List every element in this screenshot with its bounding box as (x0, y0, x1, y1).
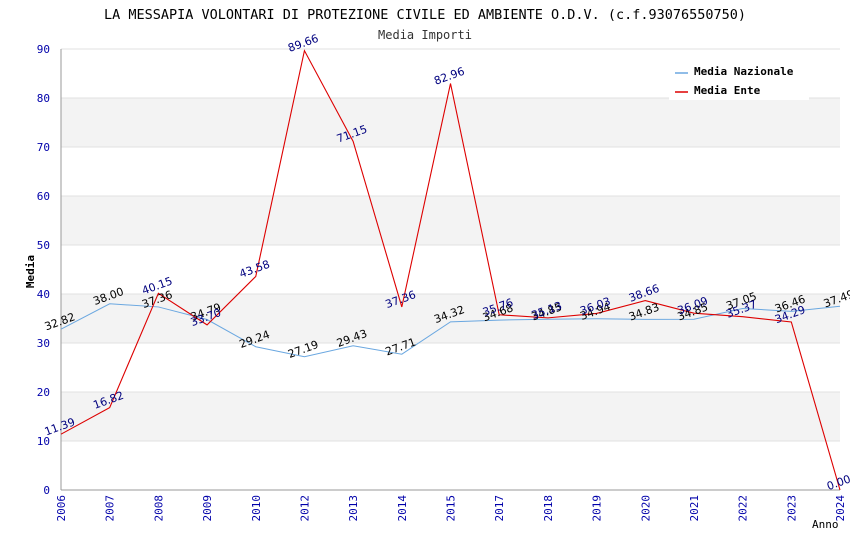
series-line-media-ente (60, 49, 841, 491)
y-tick-label: 70 (37, 141, 50, 154)
x-tick-label: 2023 (785, 495, 798, 522)
y-axis-label: Media (24, 255, 37, 288)
legend: Media Nazionale Media Ente (669, 60, 809, 100)
x-tick-label: 2012 (298, 495, 311, 522)
y-tick-label: 90 (37, 43, 50, 56)
x-tick-label: 2020 (639, 495, 652, 522)
x-tick-label: 2018 (542, 495, 555, 522)
x-tick-label: 2013 (347, 495, 360, 522)
plot-band (61, 196, 840, 245)
y-tick-label: 20 (37, 386, 50, 399)
x-axis-ticks: 2006 2007 2008 2009 2010 2012 2013 2014 2015 2017… (55, 495, 847, 522)
x-tick-label: 2006 (55, 495, 68, 522)
x-axis-label: Anno (812, 518, 839, 531)
y-tick-label: 10 (37, 435, 50, 448)
x-tick-label: 2021 (688, 495, 701, 522)
x-tick-label: 2015 (445, 495, 458, 522)
chart-title: LA MESSAPIA VOLONTARI DI PROTEZIONE CIVI… (104, 7, 746, 23)
y-axis-ticks: 0 10 20 30 40 50 60 70 80 90 (37, 43, 50, 497)
y-tick-label: 0 (43, 484, 50, 497)
plot-band (61, 98, 840, 147)
x-tick-label: 2009 (201, 495, 214, 522)
plot-band (61, 392, 840, 441)
x-tick-label: 2019 (591, 495, 604, 522)
y-tick-label: 60 (37, 190, 50, 203)
legend-box (669, 60, 809, 100)
plot-bands (61, 98, 840, 441)
x-tick-label: 2010 (250, 495, 263, 522)
x-tick-label: 2014 (396, 495, 409, 522)
y-tick-label: 40 (37, 288, 50, 301)
series-line-media-nazionale (60, 303, 841, 358)
legend-label-media-nazionale: Media Nazionale (694, 65, 794, 78)
legend-label-media-ente: Media Ente (694, 84, 761, 97)
y-tick-label: 50 (37, 239, 50, 252)
series-group (60, 49, 841, 491)
x-tick-label: 2007 (104, 495, 117, 522)
plot-band (61, 294, 840, 343)
x-tick-label: 2022 (737, 495, 750, 522)
y-tick-label: 30 (37, 337, 50, 350)
x-tick-label: 2017 (493, 495, 506, 522)
y-tick-label: 80 (37, 92, 50, 105)
grid-lines (61, 48, 840, 491)
x-tick-label: 2008 (152, 495, 165, 522)
chart-subtitle: Media Importi (378, 28, 472, 42)
x-tick-label: 2024 (834, 495, 847, 522)
